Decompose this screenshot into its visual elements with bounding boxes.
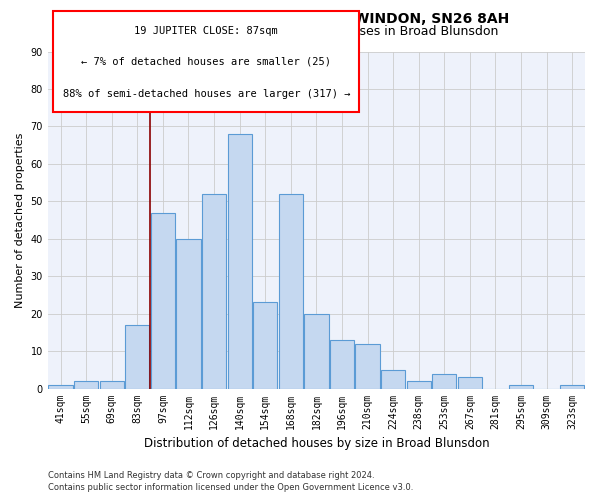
Y-axis label: Number of detached properties: Number of detached properties bbox=[15, 132, 25, 308]
Text: Contains public sector information licensed under the Open Government Licence v3: Contains public sector information licen… bbox=[48, 484, 413, 492]
Text: 19 JUPITER CLOSE: 87sqm: 19 JUPITER CLOSE: 87sqm bbox=[134, 26, 278, 36]
Bar bbox=[202, 194, 226, 388]
Bar bbox=[253, 302, 277, 388]
Text: 88% of semi-detached houses are larger (317) →: 88% of semi-detached houses are larger (… bbox=[62, 89, 350, 99]
Bar bbox=[381, 370, 405, 388]
Bar bbox=[432, 374, 457, 388]
Bar bbox=[509, 385, 533, 388]
Bar bbox=[330, 340, 354, 388]
Bar bbox=[278, 194, 303, 388]
Bar bbox=[355, 344, 380, 388]
Bar bbox=[49, 385, 73, 388]
Bar bbox=[125, 325, 149, 388]
Bar bbox=[560, 385, 584, 388]
Bar bbox=[74, 381, 98, 388]
Bar bbox=[407, 381, 431, 388]
Text: Size of property relative to detached houses in Broad Blunsdon: Size of property relative to detached ho… bbox=[102, 25, 498, 38]
Bar bbox=[458, 378, 482, 388]
Bar bbox=[176, 239, 200, 388]
Bar bbox=[151, 212, 175, 388]
X-axis label: Distribution of detached houses by size in Broad Blunsdon: Distribution of detached houses by size … bbox=[143, 437, 489, 450]
Text: Contains HM Land Registry data © Crown copyright and database right 2024.: Contains HM Land Registry data © Crown c… bbox=[48, 471, 374, 480]
Text: ← 7% of detached houses are smaller (25): ← 7% of detached houses are smaller (25) bbox=[81, 56, 331, 66]
Bar bbox=[227, 134, 252, 388]
Text: 19, JUPITER CLOSE, BLUNSDON, SWINDON, SN26 8AH: 19, JUPITER CLOSE, BLUNSDON, SWINDON, SN… bbox=[91, 12, 509, 26]
Bar bbox=[304, 314, 329, 388]
Bar bbox=[100, 381, 124, 388]
